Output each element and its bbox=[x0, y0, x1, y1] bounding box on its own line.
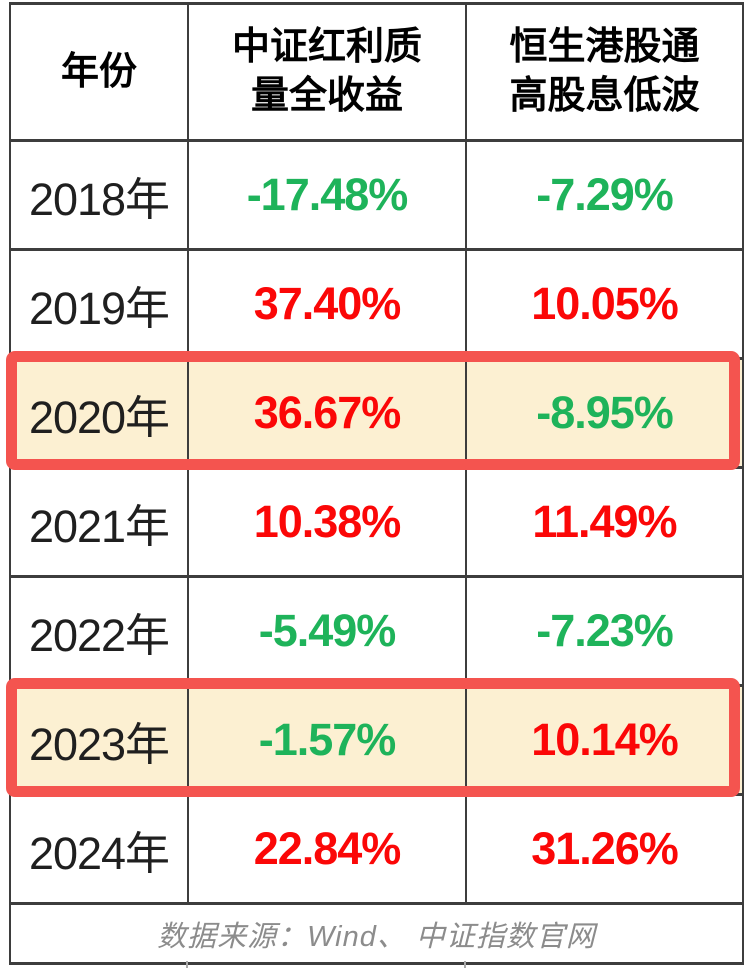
header-hs-high-dividend-low-vol: 恒生港股通 高股息低波 bbox=[465, 2, 744, 142]
grid-stub-left bbox=[186, 961, 188, 968]
hs-return-cell: -8.95% bbox=[465, 357, 744, 469]
data-source-note: 数据来源：Wind、 中证指数官网 bbox=[9, 902, 744, 965]
table-row-2023-highlighted: 2023年 -1.57% 10.14% bbox=[9, 684, 744, 796]
returns-table: 年份 中证红利质 量全收益 恒生港股通 高股息低波 2018年 -17.48% … bbox=[9, 2, 744, 965]
table-footer: 数据来源：Wind、 中证指数官网 bbox=[9, 902, 744, 965]
table-header: 年份 中证红利质 量全收益 恒生港股通 高股息低波 bbox=[9, 2, 744, 142]
header-year: 年份 bbox=[9, 2, 189, 142]
hs-return-cell: 11.49% bbox=[465, 466, 744, 578]
csi-return-cell: -1.57% bbox=[187, 684, 467, 796]
year-cell: 2019年 bbox=[9, 248, 189, 360]
hs-return-cell: 10.05% bbox=[465, 248, 744, 360]
year-cell: 2020年 bbox=[9, 357, 189, 469]
footer-row: 数据来源：Wind、 中证指数官网 bbox=[9, 902, 744, 965]
header-csi-dividend-quality: 中证红利质 量全收益 bbox=[187, 2, 467, 142]
table-row-2021: 2021年 10.38% 11.49% bbox=[9, 466, 744, 578]
csi-return-cell: 36.67% bbox=[187, 357, 467, 469]
csi-return-cell: 10.38% bbox=[187, 466, 467, 578]
year-cell: 2018年 bbox=[9, 139, 189, 251]
table-row-2024: 2024年 22.84% 31.26% bbox=[9, 793, 744, 905]
table-body: 2018年 -17.48% -7.29% 2019年 37.40% 10.05%… bbox=[9, 139, 744, 905]
grid-stub-right bbox=[464, 961, 466, 968]
csi-return-cell: 22.84% bbox=[187, 793, 467, 905]
year-cell: 2021年 bbox=[9, 466, 189, 578]
hs-return-cell: 31.26% bbox=[465, 793, 744, 905]
table-row-2022: 2022年 -5.49% -7.23% bbox=[9, 575, 744, 687]
table-row-2020-highlighted: 2020年 36.67% -8.95% bbox=[9, 357, 744, 469]
header-row: 年份 中证红利质 量全收益 恒生港股通 高股息低波 bbox=[9, 2, 744, 142]
year-cell: 2022年 bbox=[9, 575, 189, 687]
hs-return-cell: -7.23% bbox=[465, 575, 744, 687]
table-row-2018: 2018年 -17.48% -7.29% bbox=[9, 139, 744, 251]
year-cell: 2024年 bbox=[9, 793, 189, 905]
year-cell: 2023年 bbox=[9, 684, 189, 796]
csi-return-cell: -5.49% bbox=[187, 575, 467, 687]
table-row-2019: 2019年 37.40% 10.05% bbox=[9, 248, 744, 360]
csi-return-cell: 37.40% bbox=[187, 248, 467, 360]
hs-return-cell: -7.29% bbox=[465, 139, 744, 251]
hs-return-cell: 10.14% bbox=[465, 684, 744, 796]
csi-return-cell: -17.48% bbox=[187, 139, 467, 251]
